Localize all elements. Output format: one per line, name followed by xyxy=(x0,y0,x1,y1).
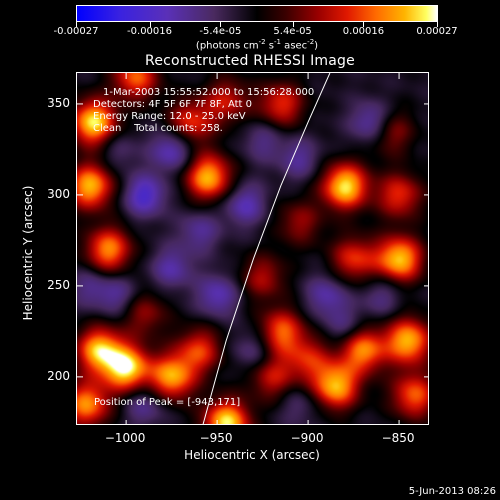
y-tick-label: 350 xyxy=(47,95,70,110)
colorbar-tick-label: 0.00027 xyxy=(416,26,458,37)
image-plot-area xyxy=(76,72,429,425)
colorbar-tick-label: -0.00027 xyxy=(53,26,99,37)
heatmap-image xyxy=(77,73,428,424)
y-tick-label: 300 xyxy=(47,186,70,201)
x-tick-label: −950 xyxy=(199,431,233,445)
x-tick-label: −900 xyxy=(290,431,324,445)
colorbar-tick xyxy=(149,22,151,27)
colorbar-tick xyxy=(292,22,294,27)
x-tick-label: −850 xyxy=(381,431,415,445)
colorbar-tick-label: 0.00016 xyxy=(342,26,385,37)
footer-date: 5-Jun-2013 08:26 xyxy=(408,486,496,497)
x-axis-label: Heliocentric X (arcsec) xyxy=(184,448,320,462)
colorbar-tick-label: 5.4e-05 xyxy=(273,26,312,37)
y-axis-label: Heliocentric Y (arcsec) xyxy=(21,185,35,321)
time-range-label: 1-Mar-2003 15:55:52.000 to 15:56:28.000 xyxy=(103,87,315,98)
colorbar-tick xyxy=(363,22,365,27)
colorbar-tick xyxy=(76,22,77,27)
detectors-label: Detectors: 4F 5F 6F 7F 8F, Att 0 xyxy=(93,99,253,110)
colorbar xyxy=(76,5,438,22)
clean-counts-label: Clean Total counts: 258. xyxy=(93,123,223,134)
colorbar-tick-label: -0.00016 xyxy=(127,26,173,37)
colorbar-units: (photons cm-2 s-1 asec-2) xyxy=(195,38,319,52)
colorbar-tick-label: -5.4e-05 xyxy=(199,26,242,37)
y-tick-label: 200 xyxy=(47,368,70,383)
solar-limb-line xyxy=(202,73,331,424)
colorbar-tick xyxy=(220,22,222,27)
energy-range-label: Energy Range: 12.0 - 25.0 keV xyxy=(93,111,246,122)
x-tick-label: −1000 xyxy=(104,431,146,445)
plot-title: Reconstructed RHESSI Image xyxy=(145,53,355,69)
colorbar-tick xyxy=(437,22,438,27)
y-tick-label: 250 xyxy=(47,277,70,292)
plot-overlay xyxy=(77,73,428,424)
peak-position-label: Position of Peak = [-943,171] xyxy=(94,397,241,408)
